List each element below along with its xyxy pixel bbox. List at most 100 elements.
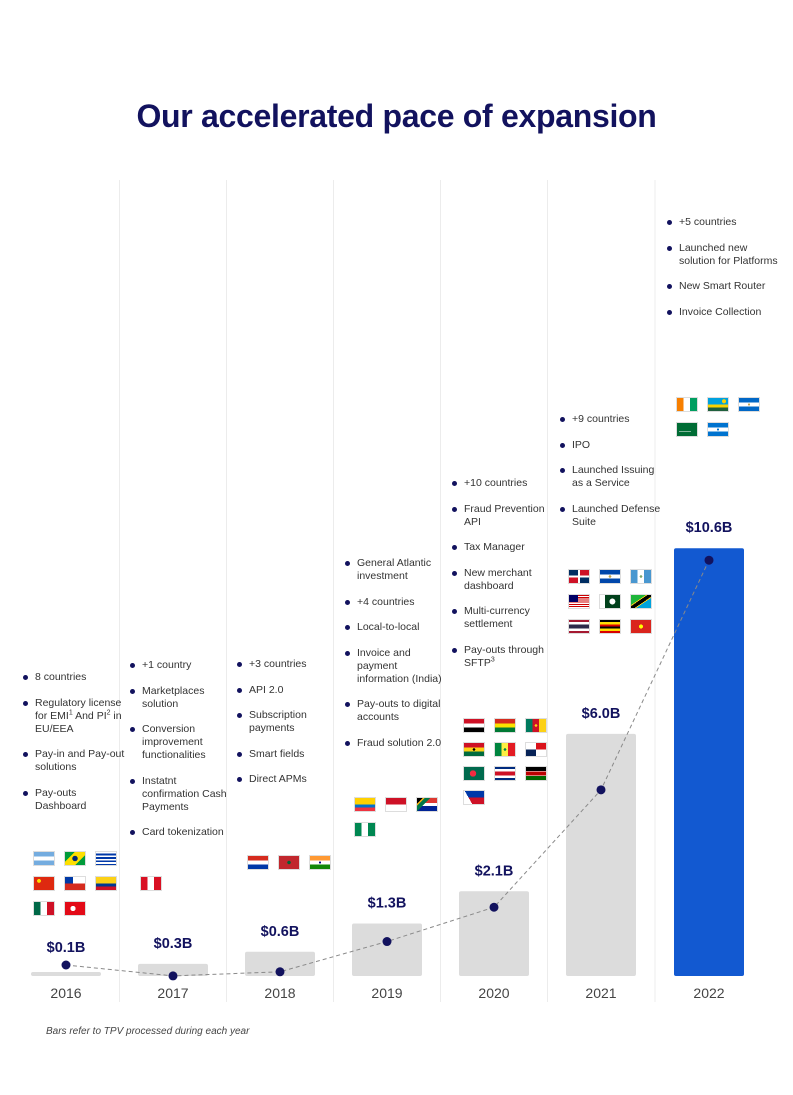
bar-2021: [566, 733, 636, 976]
feature-text: Multi-currency settlement: [464, 605, 530, 630]
feature-text: Regulatory license for EMI: [35, 696, 122, 722]
year-label-2019: 2019: [371, 985, 402, 1001]
brazil-flag: [64, 851, 86, 866]
year-label-2022: 2022: [693, 985, 724, 1001]
feature-item: +1 country: [130, 659, 234, 672]
feature-text: General Atlantic investment: [357, 557, 432, 582]
feature-item: Launched new solution for Platforms: [667, 241, 779, 268]
feature-text: Smart fields: [249, 747, 305, 760]
feature-text: IPO: [572, 438, 591, 451]
bar-2020: [459, 891, 529, 976]
bar-2022: [674, 548, 744, 976]
thailand-flag: [568, 619, 590, 634]
nicaragua-flag: [738, 397, 760, 412]
value-label-2016: $0.1B: [47, 940, 86, 956]
feature-item: Pay-outs through SFTP3: [452, 643, 556, 670]
flag-grid: [568, 569, 652, 634]
trend-point-2017: [168, 971, 178, 981]
malaysia-flag: [568, 594, 590, 609]
feature-item: Fraud Prevention API: [452, 502, 556, 529]
feature-item: New Smart Router: [667, 280, 779, 293]
year-column: +3 countries API 2.0 Subscription payments…: [0, 0, 331, 1095]
feature-text: +10 countries: [464, 477, 528, 489]
feature-item: +5 countries: [667, 216, 779, 229]
feature-item: Invoice Collection: [667, 305, 779, 319]
nigeria-flag: [354, 822, 376, 837]
cameroon-flag: [525, 718, 547, 733]
flag-grid: [33, 851, 117, 916]
feature-text: Marketplaces solution: [142, 684, 205, 710]
ecuador-flag: [354, 797, 376, 812]
feature-item: +3 countries: [237, 658, 341, 671]
feature-item: Subscription payments: [237, 709, 341, 735]
page-title: Our accelerated pace of expansion: [136, 98, 657, 134]
footnote-marker: 3: [490, 656, 495, 663]
feature-text: Pay-outs through SFTP: [464, 643, 544, 669]
feature-item: +9 countries: [560, 413, 664, 426]
trend-point-2019: [382, 937, 392, 947]
paraguay-flag: [247, 855, 269, 870]
feature-text: Pay-outs Dashboard: [35, 786, 87, 812]
year-column: +10 countries Fraud Prevention API Tax Man…: [0, 0, 547, 1095]
costa-rica-flag: [494, 766, 516, 781]
feature-item: Direct APMs: [237, 773, 341, 786]
feature-item: Instatnt confirmation Cash Payments: [130, 774, 234, 814]
value-label-2018: $0.6B: [261, 924, 300, 940]
colombia-flag: [95, 876, 117, 891]
value-label-2019: $1.3B: [368, 896, 407, 912]
trend-point-2018: [275, 967, 285, 977]
flag-grid: [676, 397, 760, 437]
philippines-flag: [463, 790, 485, 805]
feature-item: Regulatory license for EMI1 And PI2 in E…: [23, 696, 127, 736]
bar-2019: [352, 923, 422, 976]
feature-text: Tax Manager: [464, 541, 525, 553]
feature-text: Fraud Prevention API: [464, 502, 545, 528]
indonesia-flag: [385, 797, 407, 812]
bar-2016: [31, 971, 101, 976]
feature-text: New Smart Router: [679, 280, 766, 292]
feature-item: Fraud solution 2.0: [345, 736, 449, 750]
feature-item: IPO: [560, 438, 664, 452]
feature-item: Conversion improvement functionalities: [130, 723, 234, 762]
feature-text: Instatnt confirmation Cash Payments: [142, 774, 227, 813]
feature-text: Invoice Collection: [679, 305, 762, 318]
year-column: +1 country Marketplaces solution Conversio…: [0, 0, 227, 1095]
year-column: +9 countries IPO Launched Issuing as a Ser…: [0, 0, 660, 1095]
kenya-flag: [525, 766, 547, 781]
bolivia-flag: [494, 718, 516, 733]
year-label-2016: 2016: [50, 985, 81, 1001]
feature-item: API 2.0: [237, 684, 341, 697]
feature-list: General Atlantic investment +4 countries L…: [345, 557, 449, 762]
feature-item: General Atlantic investment: [345, 557, 449, 583]
feature-list: +1 country Marketplaces solution Conversio…: [130, 659, 234, 852]
feature-item: Pay-outs to digital accounts: [345, 698, 449, 724]
feature-text: New merchant dashboard: [464, 566, 532, 592]
feature-text: 8 countries: [35, 671, 87, 683]
feature-text: Local-to-local: [357, 621, 420, 633]
mexico-flag: [33, 901, 55, 916]
year-label-2018: 2018: [264, 985, 295, 1001]
chile-flag: [64, 876, 86, 891]
year-label-2020: 2020: [478, 985, 509, 1001]
feature-list: +10 countries Fraud Prevention API Tax Man…: [452, 477, 556, 682]
feature-item: Tax Manager: [452, 541, 556, 554]
feature-text: Fraud solution 2.0: [357, 736, 442, 749]
feature-list: +3 countries API 2.0 Subscription payments…: [237, 658, 341, 799]
value-label-2021: $6.0B: [582, 706, 621, 722]
feature-text: Invoice and payment information (India): [357, 646, 442, 685]
guatemala-flag: [630, 569, 652, 584]
ghana-flag: [463, 742, 485, 757]
value-label-2017: $0.3B: [154, 936, 193, 952]
feature-text: Pay-outs to digital accounts: [357, 698, 441, 723]
uganda-flag: [599, 619, 621, 634]
feature-text: Launched new solution for Platforms: [679, 241, 778, 267]
feature-text: Subscription payments: [249, 709, 307, 734]
morocco-flag: [278, 855, 300, 870]
footnote-marker: 2: [106, 709, 111, 716]
year-column: 8 countries Regulatory license for EMI1 A…: [0, 0, 124, 1095]
feature-text: +5 countries: [679, 216, 737, 228]
china-flag: [33, 876, 55, 891]
year-label-2017: 2017: [157, 985, 188, 1001]
flag-grid: [354, 797, 438, 837]
